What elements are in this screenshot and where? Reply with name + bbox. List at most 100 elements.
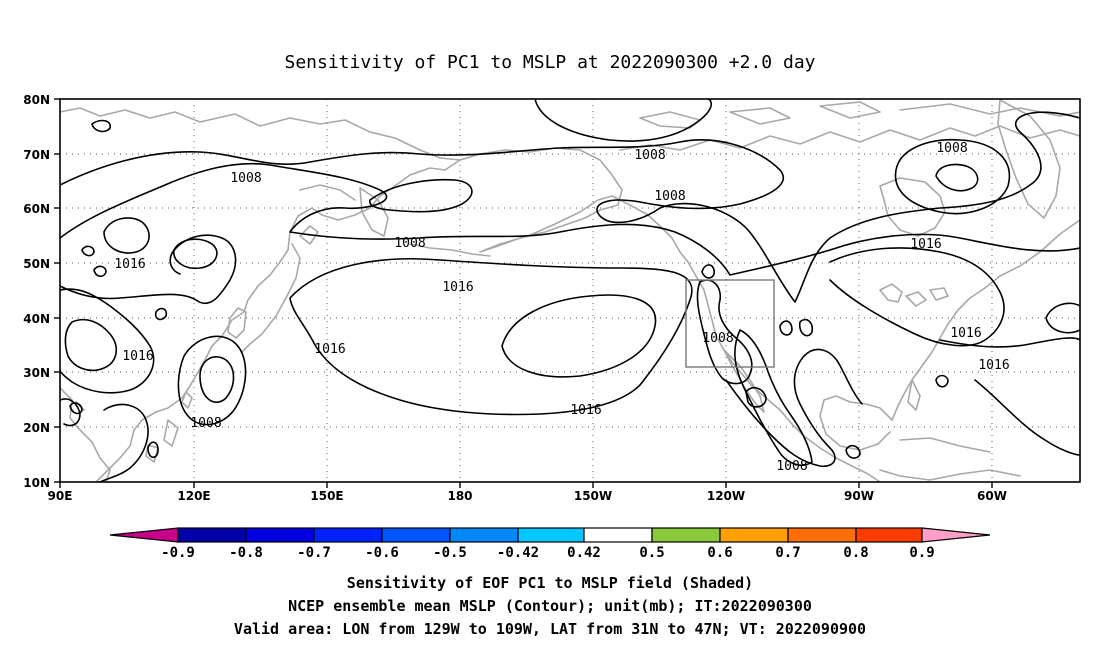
lat-label: 40N	[23, 312, 50, 326]
lon-label: 90W	[844, 489, 874, 503]
coast-canada-north	[619, 125, 1080, 151]
coast-siberia	[60, 107, 461, 161]
contour-1008-arctic-top	[534, 99, 712, 142]
footer-line-2: NCEP ensemble mean MSLP (Contour); unit(…	[288, 597, 812, 615]
map-title: Sensitivity of PC1 to MSLP at 2022090300…	[284, 52, 815, 73]
colorbar-labels: -0.9 -0.8 -0.7 -0.6 -0.5 -0.42 0.42 0.5 …	[161, 545, 935, 561]
colorbar-segment	[583, 527, 653, 543]
contour-label: 1008	[394, 236, 425, 251]
coast-caribbean	[879, 437, 1021, 481]
contour-label: 1016	[950, 326, 981, 341]
lon-label: 90E	[48, 489, 73, 503]
contour-small-2	[69, 402, 83, 415]
colorbar-label: -0.8	[229, 545, 263, 561]
colorbar: -0.9 -0.8 -0.7 -0.6 -0.5 -0.42 0.42 0.5 …	[109, 527, 991, 561]
coast-greenland	[997, 99, 1061, 219]
colorbar-label: 0.9	[909, 545, 934, 561]
contour-label: 1008	[230, 171, 261, 186]
contour-label: 1016	[978, 358, 1009, 373]
contour-1008-north	[60, 111, 1080, 303]
contour-label: 1016	[114, 257, 145, 272]
lat-label: 60N	[23, 202, 50, 216]
lon-label: 180	[447, 489, 472, 503]
lat-label: 10N	[23, 476, 50, 490]
contour-1016-asia-west	[60, 288, 155, 394]
contour-small-mex-2	[798, 318, 814, 337]
latitude-labels: 80N 70N 60N 50N 40N 30N 20N 10N	[23, 93, 50, 490]
contour-1008-typhoon-outer	[177, 335, 247, 426]
colorbar-left-arrow	[109, 527, 179, 543]
contour-1016-pacific-inner	[501, 294, 657, 378]
contour-label: 1016	[910, 237, 941, 252]
colorbar-segment	[177, 527, 247, 543]
coast-hudson-bay	[879, 177, 946, 237]
contour-atlantic-small	[1045, 302, 1080, 334]
contour-label: 1016	[570, 403, 601, 418]
colorbar-segment	[787, 527, 857, 543]
coast-korea	[227, 307, 247, 339]
colorbar-segment	[719, 527, 789, 543]
contour-label: 1008	[654, 189, 685, 204]
colorbar-label: -0.42	[497, 545, 539, 561]
colorbar-label: -0.9	[161, 545, 195, 561]
map-panel: 1008 1008 1008 1008 1008 1008 1008 1008 …	[23, 93, 1081, 503]
contour-1016-asia-inner	[64, 318, 117, 372]
contour-1008-typhoon	[199, 356, 235, 403]
contour-labels: 1008 1008 1008 1008 1008 1008 1008 1008 …	[114, 141, 1009, 474]
colorbar-segment	[245, 527, 315, 543]
colorbar-label: 0.7	[775, 545, 800, 561]
contour-1008-scs-2	[60, 398, 81, 427]
contour-1016-siberia-loop	[103, 217, 150, 254]
colorbar-label: 0.8	[843, 545, 868, 561]
map-background	[60, 99, 1080, 482]
contour-small-ne4	[154, 307, 168, 321]
contour-small-ne1	[91, 119, 111, 133]
contour-1016-north	[60, 162, 1080, 276]
footer-line-3: Valid area: LON from 129W to 109W, LAT f…	[234, 620, 866, 638]
colorbar-segment	[449, 527, 519, 543]
coast-great-lakes	[879, 283, 949, 307]
contour-1008-baja-low	[745, 386, 767, 408]
colorbar-label: -0.5	[433, 545, 467, 561]
contour-small-ne3	[81, 245, 95, 257]
contour-1008-scs	[99, 403, 149, 482]
contour-1016-pacific-high	[289, 257, 693, 416]
coast-na-east	[891, 219, 1080, 421]
lon-label: 120W	[707, 489, 745, 503]
lon-label: 150E	[310, 489, 343, 503]
contour-1016-siberia-loop2	[173, 238, 218, 270]
contour-1016-atlantic-south	[974, 379, 1080, 456]
coast-kamchatka	[359, 187, 389, 237]
colorbar-label: -0.6	[365, 545, 399, 561]
colorbar-segment	[517, 527, 585, 543]
coast-taiwan	[181, 391, 193, 409]
coast-aleutians	[409, 243, 491, 257]
colorbar-label: -0.7	[297, 545, 331, 561]
colorbar-right-arrow	[921, 527, 991, 543]
contour-1000-canada-core	[935, 163, 979, 192]
contour-label: 1008	[702, 331, 733, 346]
map-frame	[59, 98, 1081, 483]
colorbar-segment	[313, 527, 383, 543]
lat-label: 50N	[23, 257, 50, 271]
contour-label: 1008	[190, 416, 221, 431]
contour-small-mex-1	[779, 320, 793, 336]
axis-ticks	[54, 98, 993, 488]
coast-philippines	[145, 419, 179, 463]
contour-1008-canada-low	[894, 138, 1011, 215]
contour-small-1	[147, 441, 159, 459]
contour-small-loop-1	[935, 374, 949, 388]
colorbar-label: 0.42	[567, 545, 601, 561]
contour-label: 1016	[442, 280, 473, 295]
contour-1008-ne-loop	[368, 178, 473, 213]
contour-label: 1008	[776, 459, 807, 474]
mslp-contours	[60, 99, 1080, 482]
contour-label: 1008	[634, 148, 665, 163]
contour-1008-california	[696, 279, 753, 385]
coast-baja	[723, 349, 765, 413]
contour-1016-east-us	[829, 247, 1005, 347]
lon-label: 120E	[177, 489, 210, 503]
footer-line-1: Sensitivity of EOF PC1 to MSLP field (Sh…	[347, 574, 753, 592]
contour-label: 1016	[122, 349, 153, 364]
